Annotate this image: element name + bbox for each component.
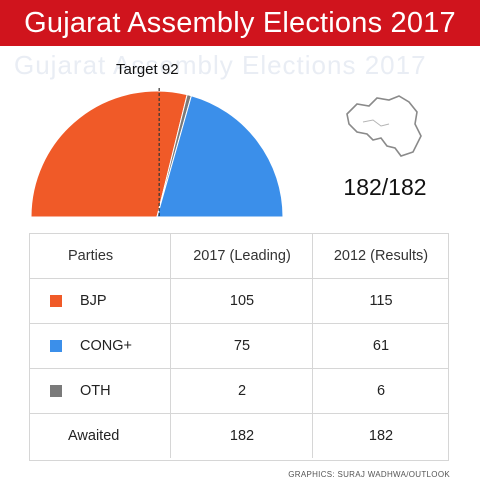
target-label: Target 92 <box>116 61 179 78</box>
chart-title: Gujarat Assembly Elections 2017 <box>24 7 456 39</box>
value-cell: 182 <box>170 414 313 458</box>
value-cell: 182 <box>312 414 449 458</box>
slice-bjp <box>30 90 188 218</box>
party-cell: OTH <box>30 369 170 413</box>
results-table: Parties 2017 (Leading) 2012 (Results) BJ… <box>29 233 449 461</box>
header-cell: 2017 (Leading) <box>170 234 313 278</box>
semicircle-chart <box>30 88 284 218</box>
total-seats: 182/182 <box>343 174 427 200</box>
value-cell: 61 <box>312 324 449 368</box>
table-row: BJP 105 115 <box>30 279 448 324</box>
table-row: CONG+ 75 61 <box>30 324 448 369</box>
table-row: Awaited 182 182 <box>30 414 448 459</box>
header-cell: Parties <box>68 248 114 264</box>
value-cell: 115 <box>312 279 449 323</box>
value-cell: 105 <box>170 279 313 323</box>
gujarat-map-icon <box>346 95 422 157</box>
party-cell: CONG+ <box>30 324 170 368</box>
value-cell: 2 <box>170 369 313 413</box>
value-cell: 75 <box>170 324 313 368</box>
slice-cong <box>156 95 284 218</box>
party-cell: BJP <box>30 279 170 323</box>
oth-swatch <box>50 385 62 397</box>
title-banner: Gujarat Assembly Elections 2017 <box>0 0 480 46</box>
value-cell: 6 <box>312 369 449 413</box>
bjp-swatch <box>50 295 62 307</box>
graphics-credit: GRAPHICS: SURAJ WADHWA/OUTLOOK <box>288 470 450 479</box>
party-cell: Awaited <box>68 428 120 444</box>
table-row: OTH 2 6 <box>30 369 448 414</box>
header-cell: 2012 (Results) <box>312 234 449 278</box>
table-header-row: Parties 2017 (Leading) 2012 (Results) <box>30 234 448 279</box>
cong-swatch <box>50 340 62 352</box>
title-watermark: Gujarat Assembly Elections 2017 <box>14 50 427 80</box>
